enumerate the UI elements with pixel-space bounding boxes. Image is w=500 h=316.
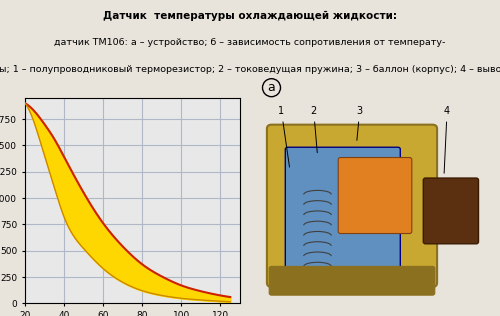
Text: 2: 2: [310, 106, 318, 153]
Text: датчик ТМ106: а – устройство; б – зависимость сопротивления от температу-: датчик ТМ106: а – устройство; б – зависи…: [54, 38, 446, 46]
Text: 3: 3: [356, 106, 362, 140]
FancyBboxPatch shape: [424, 178, 478, 244]
FancyBboxPatch shape: [286, 147, 401, 275]
Text: ры; 1 – полупроводниковый терморезистор; 2 – токоведущая пружина; 3 – баллон (ко: ры; 1 – полупроводниковый терморезистор;…: [0, 65, 500, 75]
Text: 4: 4: [444, 106, 450, 173]
Text: Датчик  температуры охлаждающей жидкости:: Датчик температуры охлаждающей жидкости:: [103, 10, 397, 21]
FancyBboxPatch shape: [267, 125, 437, 287]
Text: а: а: [268, 81, 276, 94]
Text: 1: 1: [278, 106, 289, 167]
FancyBboxPatch shape: [338, 158, 412, 234]
FancyBboxPatch shape: [269, 266, 435, 295]
